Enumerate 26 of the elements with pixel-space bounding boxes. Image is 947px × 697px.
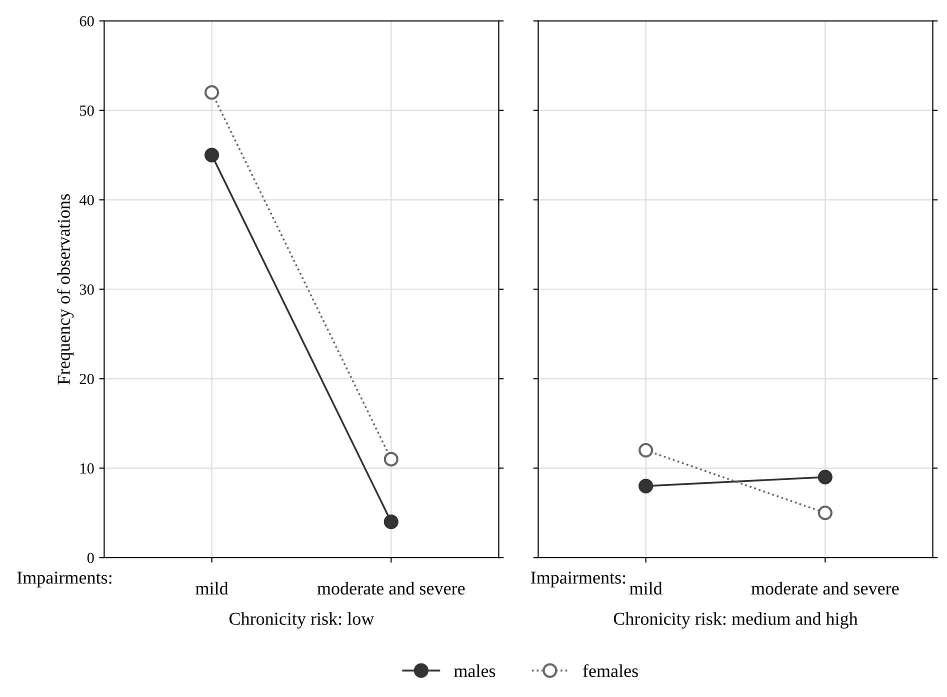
x-tick-label: moderate and severe — [751, 582, 899, 595]
legend-label: females — [583, 664, 638, 678]
x-axis-title: Chronicity risk: low — [229, 612, 374, 629]
x-tick-label: mild — [196, 582, 228, 595]
y-tick-label: 20 — [80, 374, 94, 384]
point — [818, 506, 832, 520]
text: Impairments: — [17, 572, 112, 588]
y-tick-label: 0 — [87, 552, 94, 564]
y-tick-label: 30 — [80, 284, 94, 295]
y-axis-title: Frequency of observations — [57, 194, 74, 385]
y-tick-label: 40 — [79, 194, 94, 206]
point — [204, 85, 220, 100]
y-tick-label: 10 — [80, 463, 94, 474]
point — [818, 470, 832, 484]
y-tick-label: 50 — [80, 106, 94, 116]
point — [204, 148, 220, 162]
point — [384, 452, 398, 466]
y-tick-label: 60 — [80, 16, 94, 26]
x-axis-title: Chronicity risk: medium and high — [614, 612, 858, 629]
point — [384, 514, 398, 530]
legend-label: males — [454, 664, 496, 678]
x-tick-label: mild — [630, 582, 662, 595]
x-tick-label: moderate and severe — [317, 582, 465, 595]
point — [638, 442, 654, 458]
text: Impairments: — [530, 572, 626, 588]
point — [638, 478, 654, 494]
